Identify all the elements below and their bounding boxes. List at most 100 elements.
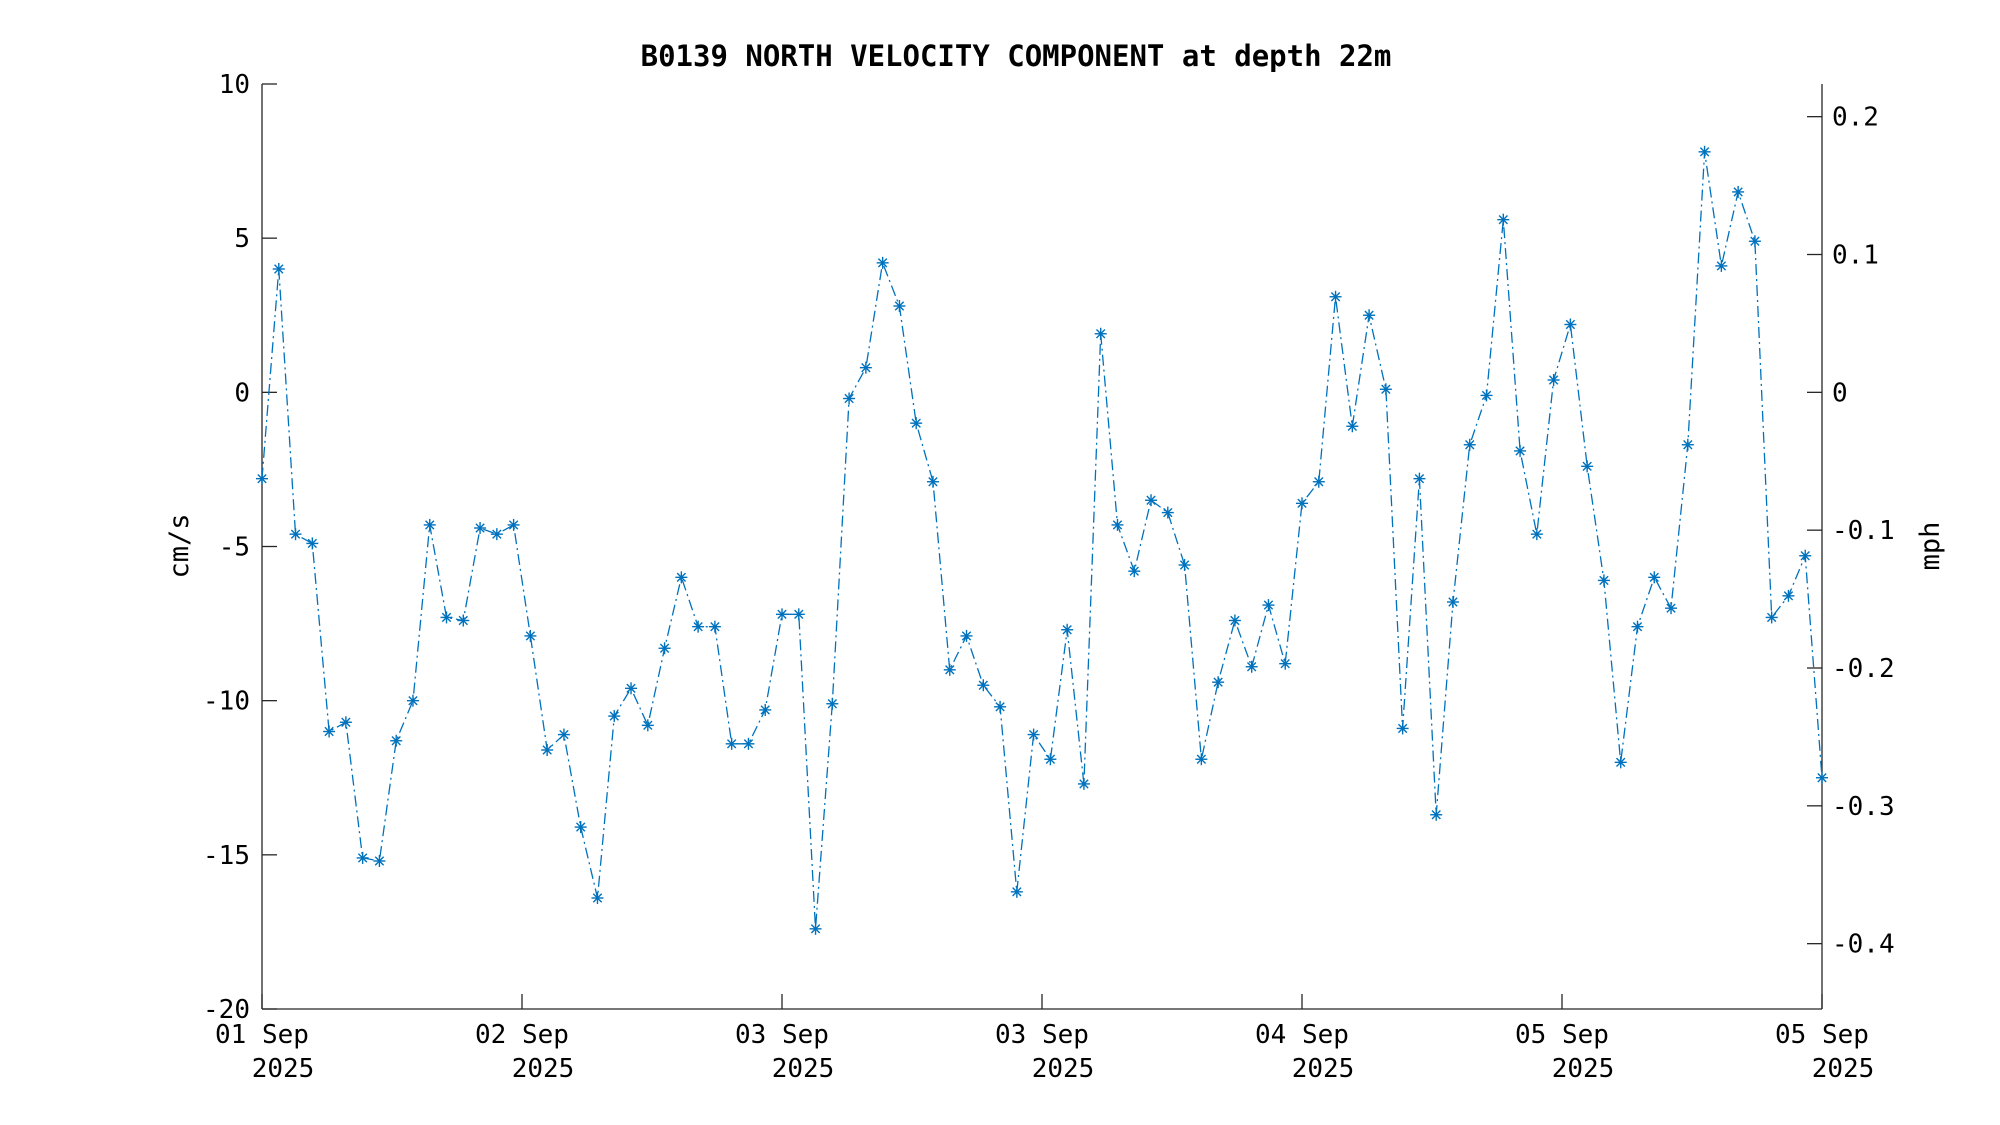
data-point-marker [1027,728,1040,741]
data-point-marker [1145,494,1158,507]
data-point-marker [1581,460,1594,473]
data-point-marker [1816,771,1828,784]
x-ticks: 01 Sep 2025 02 Sep 2025 03 Sep 2025 03 Sep 2025… [215,994,1874,1084]
x-tick-year-label: 2025 [1292,1054,1355,1084]
x-tick-year-label: 2025 [1032,1054,1095,1084]
data-point-marker [1212,676,1225,689]
data-point-marker [859,361,872,374]
y2-tick-label: 0 [1832,378,1848,408]
data-point-marker [1681,438,1694,451]
data-point-marker [625,682,638,695]
data-point-marker [1245,660,1258,673]
data-point-marker [541,744,554,756]
data-point-marker [1061,623,1074,636]
data-point-marker [1262,599,1275,612]
right-y-ticks: 0.2 0.1 0 -0.1 -0.2 -0.3 -0.4 [1807,103,1895,960]
y-tick-label: 5 [234,224,250,254]
data-point-marker [1547,374,1560,386]
data-point-marker [1312,475,1325,488]
x-tick-day-label: 01 Sep [215,1020,309,1050]
left-y-ticks: 10 5 0 -5 -10 -15 -20 [203,70,277,1025]
data-point-marker [339,716,352,729]
data-point-marker [1765,611,1778,624]
data-point-marker [406,694,419,707]
data-point-marker [373,855,386,867]
y2-tick-label: 0.1 [1832,240,1879,270]
data-point-marker [1195,753,1208,766]
data-point-marker [658,642,671,655]
data-point-marker [289,528,302,541]
data-point-marker [323,725,336,738]
data-point-marker [1111,518,1124,531]
data-point-marker [1430,808,1443,821]
data-point-marker [1648,571,1661,584]
data-point-marker [809,922,822,935]
data-point-marker [490,528,503,541]
data-point-marker [1363,309,1376,322]
x-tick-day-label: 05 Sep [1775,1020,1869,1050]
data-point-marker [641,719,654,732]
data-point-marker [440,611,453,624]
data-point-marker [759,703,772,716]
data-point-marker [1228,614,1241,627]
data-point-marker [356,851,369,864]
data-point-marker [1346,420,1359,433]
chart-title: B0139 NORTH VELOCITY COMPONENT at depth … [641,39,1392,73]
data-point-marker [1296,497,1308,510]
data-point-marker [792,608,805,621]
data-point-marker [390,734,403,747]
data-point-marker [926,475,939,488]
data-point-marker [457,614,470,627]
y2-axis-label: mph [1915,522,1946,571]
data-point-marker [1631,620,1644,633]
data-point-marker [876,256,889,269]
data-point-marker [1530,528,1543,541]
x-tick-day-label: 03 Sep [735,1020,829,1050]
y-axis-label: cm/s [164,513,195,578]
data-point-marker [1329,290,1342,303]
data-point-marker [742,737,755,750]
data-point-marker [1514,444,1527,457]
data-point-marker [1178,559,1191,571]
data-point-marker [708,620,721,633]
y2-tick-label: -0.3 [1832,792,1895,822]
y2-tick-label: -0.1 [1832,516,1895,546]
data-point-marker [1564,318,1577,331]
data-point-marker [776,608,788,621]
data-point-marker [725,737,738,750]
data-point-marker [1044,753,1057,766]
y-tick-label: 0 [234,378,250,408]
y-tick-label: 10 [219,70,250,100]
data-point-marker [524,629,537,642]
data-point-marker [675,571,688,584]
data-point-marker [1094,327,1107,340]
data-point-marker [1010,885,1023,898]
data-point-marker [1614,756,1627,769]
data-point-marker [423,518,436,531]
data-point-marker [960,629,973,642]
data-point-marker [994,700,1007,713]
x-tick-day-label: 03 Sep [995,1020,1089,1050]
data-point-marker [1128,565,1141,578]
data-point-marker [1732,185,1745,198]
data-point-marker [1597,574,1610,587]
y2-tick-label: -0.4 [1832,930,1895,960]
data-point-marker [1480,389,1493,402]
plot-area [261,84,1823,1010]
y-tick-label: -15 [203,841,250,871]
series-layer [256,145,1828,935]
data-point-marker [977,679,990,692]
y2-tick-label: -0.2 [1832,654,1895,684]
y-tick-label: -10 [203,687,250,717]
data-point-marker [1379,383,1392,396]
data-point-marker [591,892,604,904]
data-point-marker [507,518,520,531]
x-tick-day-label: 02 Sep [475,1020,569,1050]
data-point-marker [574,821,587,834]
y-tick-label: -5 [219,533,250,563]
data-point-marker [272,263,285,275]
data-point-marker [557,728,570,741]
x-tick-year-label: 2025 [512,1054,575,1084]
data-point-marker [826,697,839,710]
